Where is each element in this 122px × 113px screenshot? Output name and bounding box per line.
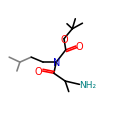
Text: O: O (60, 34, 68, 44)
Text: NH₂: NH₂ (79, 80, 97, 89)
Text: O: O (76, 42, 84, 52)
Text: N: N (53, 58, 60, 68)
Text: O: O (35, 66, 43, 76)
